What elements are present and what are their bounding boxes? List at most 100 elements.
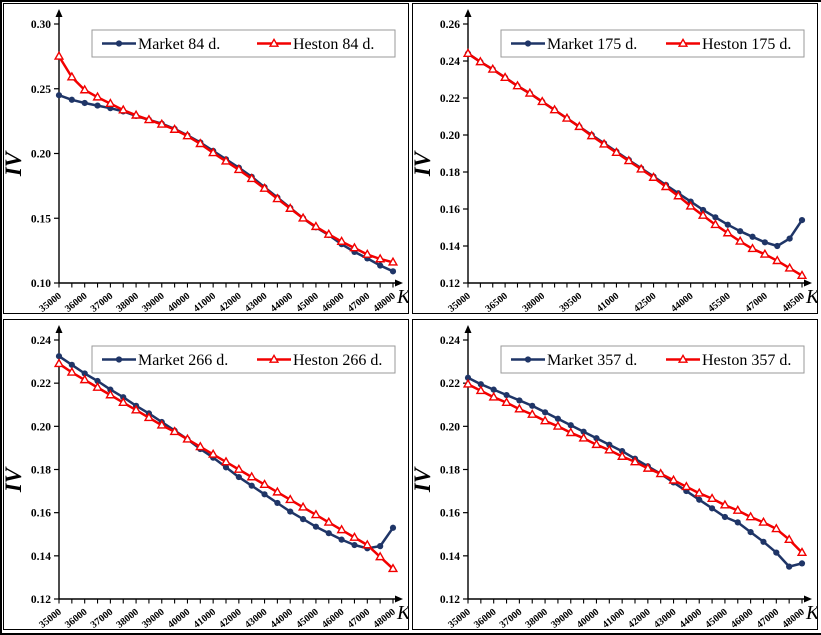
x-tick-label: 39000 bbox=[140, 291, 166, 313]
x-tick-label: 48000 bbox=[371, 607, 397, 629]
data-point-marker bbox=[143, 412, 155, 422]
data-point-marker bbox=[248, 482, 255, 489]
y-tick-label: 0.14 bbox=[31, 551, 51, 563]
data-point-marker bbox=[94, 377, 101, 385]
data-point-marker bbox=[514, 403, 525, 413]
data-point-marker bbox=[593, 435, 600, 442]
data-point-marker bbox=[539, 415, 551, 425]
data-point-marker bbox=[561, 112, 573, 122]
x-tick-label: 36000 bbox=[472, 607, 498, 629]
y-tick-label: 0.12 bbox=[440, 594, 460, 606]
data-point-marker bbox=[462, 48, 474, 57]
data-point-marker bbox=[375, 551, 386, 561]
data-point-marker bbox=[220, 155, 232, 165]
data-point-marker bbox=[336, 524, 347, 534]
data-point-marker bbox=[55, 92, 63, 99]
x-tick-label: 38000 bbox=[521, 291, 547, 313]
y-axis-title: IV bbox=[413, 466, 435, 493]
y-axis-arrow-icon bbox=[464, 325, 472, 333]
data-point-marker bbox=[323, 516, 334, 526]
x-axis-title: K bbox=[805, 286, 817, 308]
data-point-marker bbox=[79, 84, 90, 94]
y-tick-label: 0.26 bbox=[440, 19, 460, 31]
x-tick-label: 35000 bbox=[37, 291, 63, 313]
y-axis-title: IV bbox=[413, 150, 435, 177]
data-point-marker bbox=[312, 523, 320, 530]
x-tick-label: 48000 bbox=[371, 291, 397, 313]
legend-box bbox=[500, 345, 805, 374]
data-point-marker bbox=[105, 389, 116, 399]
data-point-marker bbox=[488, 391, 499, 401]
data-point-marker bbox=[697, 209, 709, 219]
data-point-marker bbox=[208, 448, 219, 458]
data-point-marker bbox=[696, 496, 703, 503]
data-point-marker bbox=[68, 361, 75, 368]
legend: Market 266 d. Heston 266 d. bbox=[91, 345, 396, 374]
data-point-marker bbox=[310, 221, 322, 231]
y-tick-label: 0.18 bbox=[31, 465, 51, 477]
y-tick-label: 0.30 bbox=[31, 19, 51, 31]
y-tick-label: 0.16 bbox=[31, 508, 51, 520]
iv-chart-266d: 0.12 0.14 0.16 0.18 0.20 0.22 0.24 35000 36000 37… bbox=[3, 319, 409, 630]
x-tick-label: 37000 bbox=[89, 291, 115, 313]
data-point-marker bbox=[490, 386, 497, 393]
data-point-marker bbox=[475, 385, 486, 395]
x-tick-label: 35000 bbox=[37, 607, 63, 629]
iv-chart-84d: 0.10 0.15 0.20 0.25 0.30 35000 36000 37000 38000… bbox=[3, 3, 409, 314]
x-tick-label: 47000 bbox=[346, 291, 372, 313]
data-point-marker bbox=[719, 499, 731, 509]
x-tick-label: 47000 bbox=[743, 291, 769, 313]
y-tick-label: 0.14 bbox=[440, 241, 460, 253]
data-point-marker bbox=[182, 433, 193, 443]
x-tick-label: 38000 bbox=[523, 607, 549, 629]
x-tick-label: 43000 bbox=[243, 607, 269, 629]
data-point-marker bbox=[501, 397, 512, 406]
data-point-marker bbox=[487, 63, 498, 73]
data-point-marker bbox=[389, 524, 397, 531]
x-axis-title: K bbox=[805, 602, 817, 624]
y-axis-title: IV bbox=[4, 466, 26, 493]
x-tick-label: 48500 bbox=[780, 291, 806, 313]
data-point-marker bbox=[92, 381, 103, 391]
legend-market-label: Market 357 d. bbox=[547, 352, 637, 369]
x-tick-label: 41000 bbox=[601, 607, 627, 629]
y-axis-title: IV bbox=[4, 150, 26, 177]
data-point-marker bbox=[297, 212, 309, 222]
data-point-marker bbox=[604, 444, 615, 454]
y-tick-label: 0.24 bbox=[31, 335, 51, 347]
data-point-marker bbox=[94, 102, 101, 109]
data-point-marker bbox=[233, 463, 244, 473]
data-point-marker bbox=[798, 560, 806, 567]
legend-market-label: Market 266 d. bbox=[138, 352, 228, 369]
data-point-marker bbox=[758, 516, 769, 526]
data-point-marker bbox=[759, 248, 770, 258]
legend-heston-marker-icon bbox=[677, 353, 689, 363]
data-point-marker bbox=[580, 428, 587, 435]
data-point-marker bbox=[336, 236, 347, 245]
legend-box bbox=[91, 345, 396, 374]
data-point-marker bbox=[642, 462, 653, 472]
x-tick-label: 40000 bbox=[166, 607, 192, 629]
chart-canvas-357d: 0.12 0.14 0.16 0.18 0.20 0.22 0.24 35000 36000 37… bbox=[413, 325, 817, 629]
x-tick-label: 38000 bbox=[114, 607, 140, 629]
data-point-marker bbox=[169, 426, 180, 436]
legend-market-marker-icon bbox=[115, 40, 123, 47]
chart-canvas-175d: 0.12 0.14 0.16 0.18 0.20 0.22 0.24 0.26 35000 365… bbox=[413, 9, 817, 313]
data-point-marker bbox=[377, 262, 384, 269]
data-point-marker bbox=[362, 249, 373, 258]
data-point-marker bbox=[554, 415, 562, 422]
x-tick-label: 47000 bbox=[755, 607, 781, 629]
data-point-marker bbox=[246, 173, 257, 183]
x-axis-title: K bbox=[396, 602, 408, 624]
legend-market-label: Market 84 d. bbox=[138, 36, 220, 53]
data-point-marker bbox=[578, 432, 589, 442]
series-heston bbox=[462, 378, 808, 556]
data-point-marker bbox=[786, 563, 793, 570]
data-point-marker bbox=[673, 190, 684, 200]
data-point-marker bbox=[552, 420, 564, 430]
legend-box bbox=[500, 29, 805, 58]
y-tick-label: 0.20 bbox=[440, 130, 460, 142]
data-point-marker bbox=[92, 91, 103, 101]
x-tick-label: 36500 bbox=[483, 291, 509, 313]
